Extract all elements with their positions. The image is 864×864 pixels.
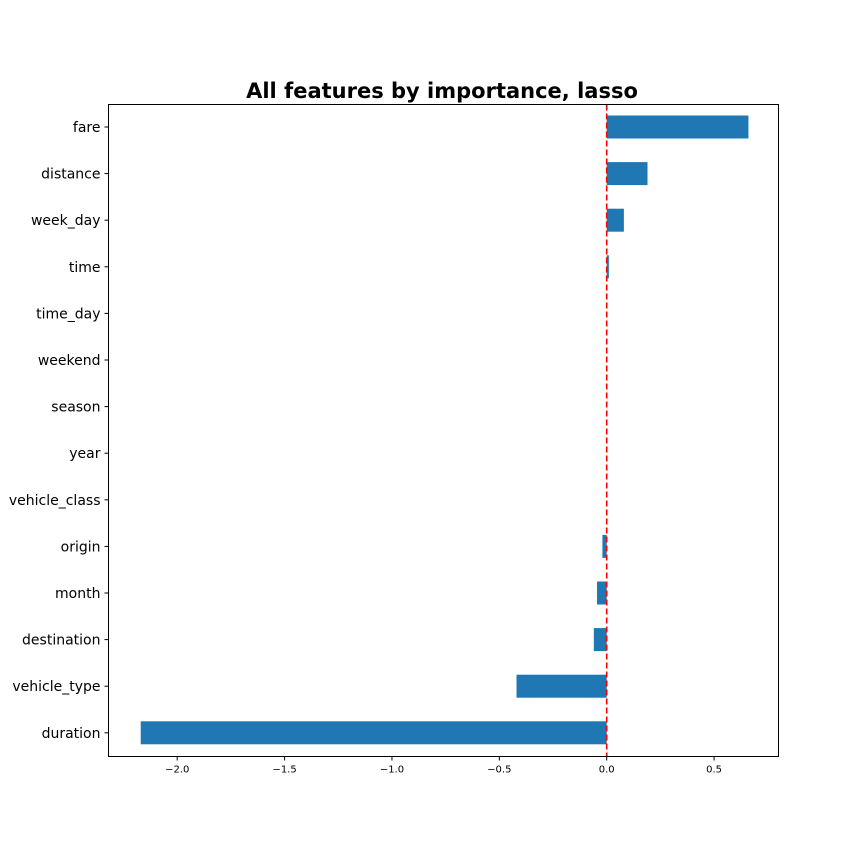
chart-title: All features by importance, lasso: [246, 79, 638, 103]
bar-time: [606, 255, 609, 279]
bar-fare: [606, 115, 749, 139]
x-tick-label-5: 0.5: [706, 765, 722, 776]
y-tick-label-duration: duration: [42, 726, 101, 742]
y-tick-label-month: month: [55, 586, 100, 602]
y-tick-label-weekend: weekend: [38, 353, 101, 369]
bar-vehicle-type: [516, 674, 607, 698]
plot-frame: [108, 104, 779, 757]
x-tick-label-4: 0.0: [599, 765, 615, 776]
bar-destination: [593, 628, 607, 652]
x-axis: −2.0 −1.5 −1.0 −0.5 0.0 0.5: [165, 756, 722, 776]
y-tick-label-time: time: [69, 260, 101, 276]
y-tick-label-destination: destination: [22, 633, 100, 649]
y-tick-label-season: season: [51, 400, 100, 416]
y-tick-label-vehicle-type: vehicle_type: [12, 679, 100, 695]
y-tick-label-origin: origin: [61, 539, 101, 555]
x-tick-label-2: −1.0: [380, 765, 404, 776]
y-tick-label-time-day: time_day: [36, 306, 100, 322]
x-tick-label-3: −0.5: [487, 765, 511, 776]
bar-week-day: [606, 208, 624, 232]
bar-distance: [606, 162, 648, 186]
bar-origin: [602, 534, 607, 558]
y-tick-label-distance: distance: [41, 167, 100, 183]
bar-duration: [140, 721, 607, 745]
y-tick-label-year: year: [69, 446, 100, 462]
bars-group: [140, 115, 749, 745]
bar-month: [597, 581, 607, 605]
y-tick-label-week-day: week_day: [31, 213, 101, 229]
x-tick-label-1: −1.5: [272, 765, 296, 776]
y-tick-label-vehicle-class: vehicle_class: [9, 493, 101, 509]
x-tick-label-0: −2.0: [165, 765, 189, 776]
y-tick-label-fare: fare: [73, 120, 101, 136]
